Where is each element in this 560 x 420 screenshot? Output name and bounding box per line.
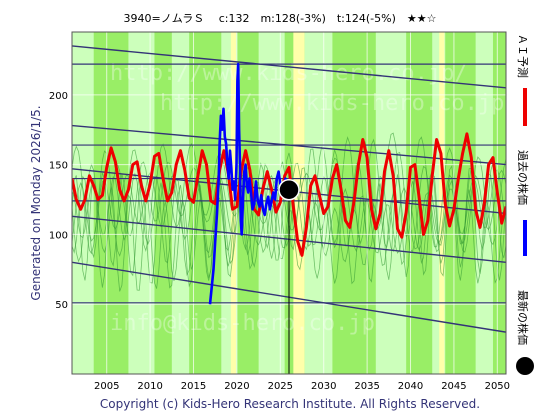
x-tick-2030: 2030 — [311, 381, 336, 392]
y-tick-200: 200 — [49, 91, 68, 102]
legend-latest-swatch — [516, 357, 534, 375]
watermark-url-repeat: http://www.kids-hero.co.jp/ — [160, 91, 518, 116]
watermark-url: http://www.kids-hero.co.jp/ — [110, 61, 468, 86]
legend-forecast-label: ＡＩ予測 — [516, 34, 530, 78]
y-axis-ticks: 50 100 150 200 — [49, 91, 68, 311]
copyright-footer: Copyright (c) Kids-Hero Research Institu… — [100, 397, 480, 411]
x-tick-2010: 2010 — [137, 381, 162, 392]
legend-history-swatch — [523, 220, 527, 256]
ai-forecast-line — [72, 132, 506, 257]
x-tick-2025: 2025 — [268, 381, 293, 392]
legend-history-label: 過去の株価 — [516, 150, 530, 205]
chart-title: 3940=ノムラＳ c:132 m:128(-3%) t:124(-5%) ★★… — [124, 12, 437, 25]
shaded-band-4 — [230, 32, 237, 374]
y-tick-50: 50 — [55, 300, 68, 311]
watermark: http://www.kids-hero.co.jp/ http://www.k… — [110, 61, 518, 336]
x-tick-2020: 2020 — [224, 381, 249, 392]
x-tick-2005: 2005 — [94, 381, 119, 392]
legend-latest-label: 最新の株価 — [516, 290, 530, 345]
plot-frame — [71, 31, 507, 375]
x-tick-2040: 2040 — [398, 381, 423, 392]
legend-forecast-swatch — [523, 88, 527, 126]
y-tick-150: 150 — [49, 161, 68, 172]
trend-line-0 — [72, 45, 506, 89]
x-tick-2050: 2050 — [485, 381, 510, 392]
x-tick-2045: 2045 — [441, 381, 466, 392]
legend: ＡＩ予測 過去の株価 最新の株価 — [516, 34, 534, 375]
generated-date-label: Generated on Monday 2026/1/5. — [29, 105, 43, 300]
x-axis-ticks: 2005 2010 2015 2020 2025 2030 2035 2040 2045 2050 — [94, 381, 510, 392]
past-price-line — [208, 62, 291, 305]
watermark-email: info@kids-hero.co.jp — [110, 311, 375, 336]
x-tick-2035: 2035 — [354, 381, 379, 392]
x-tick-2015: 2015 — [181, 381, 206, 392]
y-tick-100: 100 — [49, 230, 68, 241]
latest-price-marker — [278, 178, 300, 201]
